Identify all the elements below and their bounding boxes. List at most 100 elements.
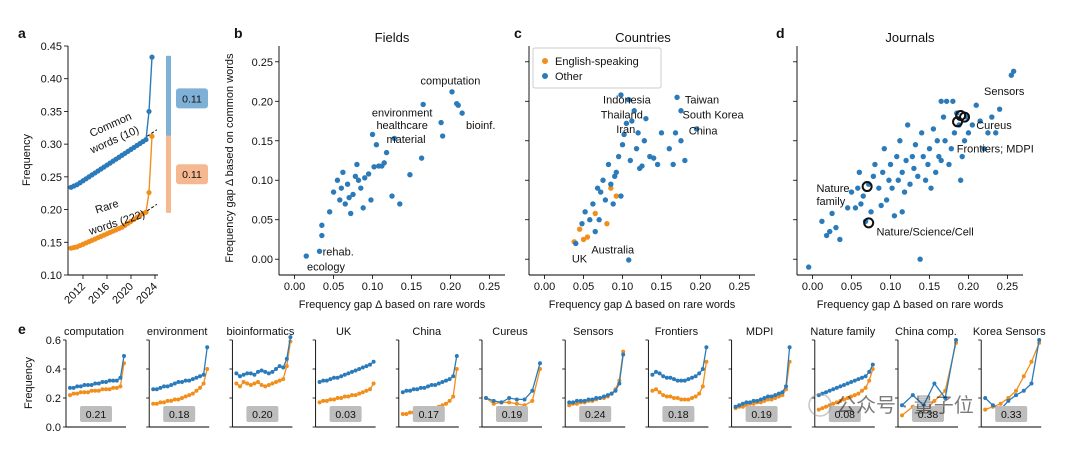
panel-c-data-point: [621, 131, 627, 138]
panel-b-annotation: computation: [420, 76, 480, 88]
panel-b-letter: b: [234, 25, 243, 41]
panel-b-data-point: [420, 101, 426, 108]
panel-e-data-point: [118, 375, 123, 380]
panel-d-data-point: [852, 205, 859, 211]
panel-d-data-point: [1010, 68, 1017, 74]
panel-e-data-point: [816, 407, 821, 412]
panel-e-data-point: [744, 400, 749, 405]
panel-c-data-point: [590, 201, 596, 207]
panel-e-data-point: [594, 396, 599, 400]
panel-e-gap-value: 0.21: [86, 409, 107, 421]
panel-e-series-line: [153, 347, 208, 390]
panel-e-data-point: [364, 388, 369, 393]
panel-d-data-point: [903, 157, 909, 164]
panel-e-gap-box: [745, 406, 778, 422]
panel-e-data-point: [657, 371, 662, 376]
panel-c-annotation: Iran: [616, 124, 635, 136]
panel-c-annotation: China: [689, 125, 719, 137]
panel-d-data-point: [848, 189, 855, 195]
panel-e-data-point: [162, 400, 166, 405]
panel-e-data-point: [332, 397, 336, 402]
panel-e-data-point: [256, 369, 260, 374]
panel-e-data-point: [582, 398, 587, 403]
panel-e-data-point: [686, 397, 691, 402]
panel-e-data-point: [451, 394, 456, 399]
panel-e-data-point: [104, 387, 108, 392]
panel-d-data-point: [950, 98, 956, 104]
panel-b-data-point: [383, 149, 390, 156]
panel-e-data-point: [856, 377, 861, 382]
panel-e-data-point: [440, 380, 445, 385]
panel-e-data-point: [93, 388, 98, 393]
panel-c-annotation: Australia: [591, 245, 635, 257]
panel-e-data-point: [867, 378, 872, 383]
panel-e-data-point: [586, 397, 591, 402]
panel-e-data-point: [700, 367, 705, 371]
panel-e-data-point: [776, 394, 781, 399]
panel-e-data-point: [751, 401, 756, 406]
panel-e-data-point: [111, 378, 116, 383]
panel-e-data-point: [114, 378, 119, 383]
panel-d-data-point: [868, 209, 874, 215]
panel-c-data-point: [579, 220, 585, 227]
panel-e-data-point: [613, 388, 618, 393]
panel-e-data-point: [259, 382, 264, 387]
panel-d-data-point: [899, 169, 905, 176]
panel-e-title: MDPI: [746, 326, 774, 338]
panel-c-data-point: [618, 92, 624, 98]
panel-e-data-point: [740, 401, 745, 406]
panel-e-data-point: [180, 380, 184, 385]
panel-d-annotation: Sensors: [984, 86, 1025, 98]
panel-d-annotation: family: [816, 196, 845, 208]
panel-e-data-point: [831, 387, 836, 392]
panel-e-data-point: [870, 362, 875, 367]
panel-b-x-tick-label: 0.10: [362, 281, 383, 293]
panel-e-data-point: [530, 388, 535, 393]
panel-c-x-label: Frequency gap Δ based on rare words: [549, 299, 736, 311]
panel-c-data-point: [682, 157, 688, 164]
panel-d-data-point: [880, 169, 886, 176]
panel-a-data-point: [149, 54, 155, 60]
panel-e-data-point: [661, 393, 666, 398]
panel-e-data-point: [758, 397, 763, 402]
panel-c-x-tick-label: 0.00: [534, 281, 555, 293]
panel-e-data-point: [852, 378, 857, 383]
panel-e-data-point: [172, 381, 177, 386]
panel-e-data-point: [454, 367, 459, 371]
panel-e-data-point: [114, 385, 119, 390]
panel-e-data-point: [998, 401, 1003, 406]
panel-d-data-point: [819, 218, 825, 225]
panel-c-legend-box: [532, 47, 662, 89]
panel-e-data-point: [737, 403, 742, 408]
panel-e-data-point: [332, 375, 336, 380]
panel-e-data-point: [668, 375, 673, 380]
panel-e-data-point: [205, 345, 210, 350]
panel-e-data-point: [499, 400, 504, 405]
panel-e-gap-value: 0.17: [419, 409, 440, 421]
panel-d-annotation: Nature/Science/Cell: [876, 227, 973, 239]
panel-e-data-point: [328, 397, 333, 402]
panel-b-data-point: [368, 197, 374, 203]
panel-b-data-point: [303, 253, 309, 259]
panel-e-data-point: [1021, 374, 1026, 379]
panel-e-y-tick-label: 0.6: [46, 335, 61, 347]
panel-e-gap-box: [163, 406, 196, 422]
panel-e-data-point: [758, 400, 763, 405]
panel-e-data-point: [248, 371, 253, 376]
panel-e-data-point: [1021, 388, 1026, 393]
panel-b-annotation: environment: [372, 107, 433, 119]
panel-b-data-point: [319, 232, 325, 239]
panel-b-data-point: [362, 175, 368, 181]
panel-e-data-point: [151, 387, 156, 392]
panel-e-data-point: [1029, 359, 1034, 364]
panel-e-data-point: [353, 393, 358, 398]
panel-c-x-tick-label: 0.25: [729, 281, 750, 293]
panel-b-data-point: [338, 185, 345, 191]
panel-e-data-point: [900, 403, 904, 408]
panel-e-data-point: [418, 385, 423, 390]
panel-e-data-point: [281, 377, 286, 382]
panel-e-data-point: [346, 371, 351, 376]
panel-e-gap-box: [496, 406, 528, 422]
panel-c-legend-label: English-speaking: [555, 56, 639, 68]
